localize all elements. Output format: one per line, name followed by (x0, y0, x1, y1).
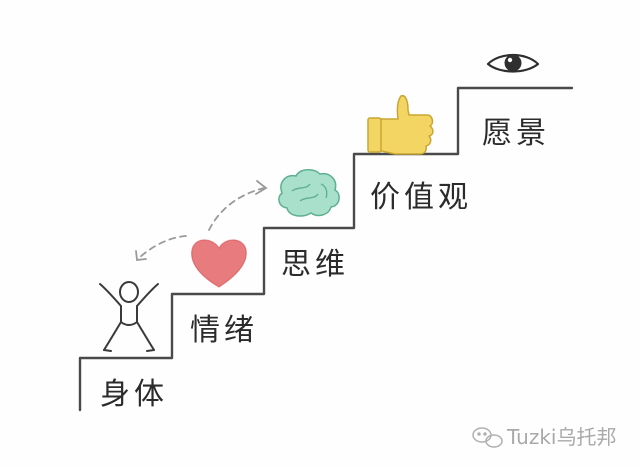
arrow-emotion-mind (208, 187, 265, 231)
thumbs-up-icon (367, 94, 434, 155)
watermark-text: Tuzki乌托邦 (506, 425, 617, 449)
staircase-outline (78, 86, 574, 412)
person-icon (99, 281, 159, 352)
arrowhead-emotion-mind (255, 180, 268, 195)
chat-bubbles-icon (472, 427, 503, 448)
eye-icon (486, 53, 540, 73)
step-label-emotion: 情绪 (190, 313, 258, 348)
step-label-values: 价值观 (370, 180, 472, 215)
brain-icon (278, 169, 340, 217)
heart-icon (191, 239, 247, 288)
watermark: Tuzki乌托邦 (472, 425, 617, 449)
arrowhead-body-emotion (135, 250, 147, 261)
step-label-mind: 思维 (281, 247, 349, 282)
arrow-body-emotion (138, 235, 187, 259)
step-label-vision: 愿景 (482, 116, 550, 151)
step-label-body: 身体 (100, 377, 168, 412)
